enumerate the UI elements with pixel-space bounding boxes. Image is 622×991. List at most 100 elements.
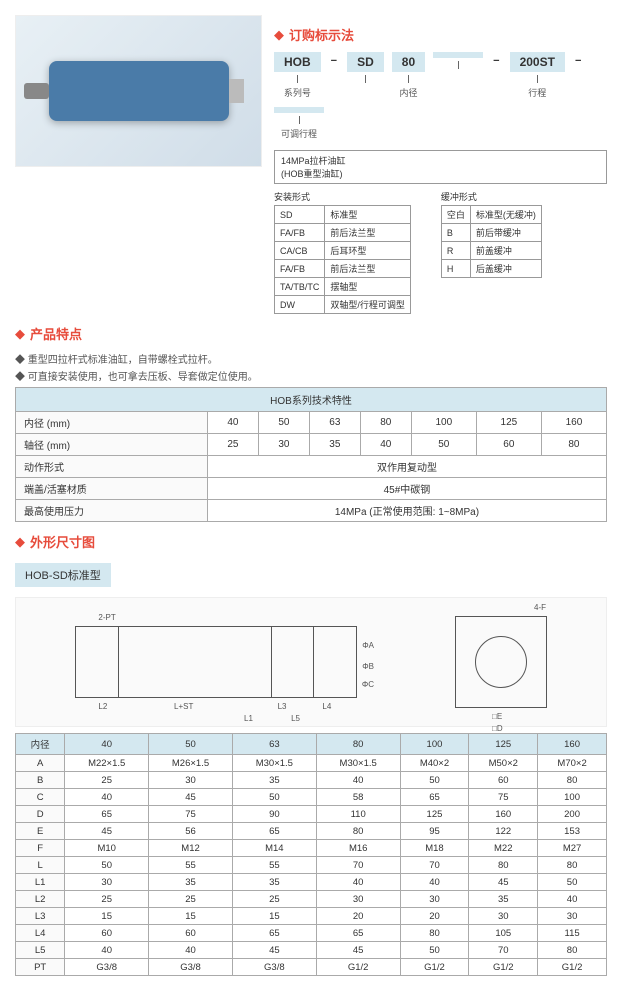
cell: 40 — [360, 434, 411, 456]
cell: H — [441, 260, 470, 278]
code-segment: 80 — [392, 52, 425, 72]
spec-table: HOB系列技术特性内径 (mm)40506380100125160轴径 (mm)… — [15, 387, 607, 522]
dim-cell: 80 — [469, 857, 538, 874]
spec-title: HOB系列技术特性 — [16, 388, 607, 412]
dim-header: 63 — [232, 734, 316, 755]
dim-cell: 95 — [400, 823, 469, 840]
dim-cell: 55 — [232, 857, 316, 874]
dim-cell: 56 — [149, 823, 233, 840]
dim-cell: 30 — [469, 908, 538, 925]
cell: 标准型(无缓冲) — [470, 206, 541, 224]
dim-cell: 40 — [316, 772, 400, 789]
dim-cell: C — [16, 789, 65, 806]
dim-cell: L1 — [16, 874, 65, 891]
dim-cell: 30 — [149, 772, 233, 789]
dim-cell: M30×1.5 — [232, 755, 316, 772]
dim-cell: G1/2 — [538, 959, 607, 976]
cell: 25 — [207, 434, 258, 456]
dim-cell: 40 — [316, 874, 400, 891]
dim-cell: 30 — [538, 908, 607, 925]
dim-header: 80 — [316, 734, 400, 755]
diamond-icon: ◆ — [15, 326, 25, 342]
cell: CA/CB — [275, 242, 325, 260]
cell: 前后法兰型 — [325, 260, 411, 278]
dim-cell: 40 — [65, 789, 149, 806]
dim-cell: M30×1.5 — [316, 755, 400, 772]
dim-cell: 60 — [149, 925, 233, 942]
cell: 30 — [258, 434, 309, 456]
cylinder-graphic — [49, 61, 229, 121]
dim-cell: L4 — [16, 925, 65, 942]
diamond-icon: ◆ — [274, 27, 284, 43]
dim-cell: 65 — [65, 806, 149, 823]
cell: 80 — [360, 412, 411, 434]
dim-cell: 20 — [400, 908, 469, 925]
dim-cell: 125 — [400, 806, 469, 823]
row-label: 轴径 (mm) — [16, 434, 208, 456]
dim-cell: 65 — [400, 789, 469, 806]
cell: B — [441, 224, 470, 242]
dim-cell: 45 — [232, 942, 316, 959]
row-label: 最高使用压力 — [16, 500, 208, 522]
cell: 14MPa (正常使用范围: 1~8MPa) — [207, 500, 606, 522]
dim-cell: M27 — [538, 840, 607, 857]
dim-cell: 35 — [232, 874, 316, 891]
cell: 前后带缓冲 — [470, 224, 541, 242]
dimension-diagram: L2 L+ST L3 L4 L1 2-PT ΦA ΦB ΦC L5 4-F □E… — [15, 597, 607, 727]
code-segment: HOB — [274, 52, 321, 72]
dim-header: 40 — [65, 734, 149, 755]
dim-cell: M18 — [400, 840, 469, 857]
row-label: 内径 (mm) — [16, 412, 208, 434]
cell: 45#中碳钢 — [207, 478, 606, 500]
dim-cell: L5 — [16, 942, 65, 959]
side-view: L2 L+ST L3 L4 L1 2-PT ΦA ΦB ΦC L5 — [75, 626, 357, 698]
cell: 前盖缓冲 — [470, 242, 541, 260]
cell: DW — [275, 296, 325, 314]
dim-cell: 55 — [149, 857, 233, 874]
dim-header: 160 — [538, 734, 607, 755]
dash: − — [329, 52, 339, 70]
dim-cell: 35 — [149, 874, 233, 891]
dim-cell: M16 — [316, 840, 400, 857]
diamond-icon: ◆ — [15, 534, 25, 550]
ordering-header: ◆ 订购标示法 — [274, 25, 607, 44]
code-segment: SD — [347, 52, 384, 72]
dim-cell: 45 — [149, 789, 233, 806]
dim-header: 125 — [469, 734, 538, 755]
dim-cell: 40 — [149, 942, 233, 959]
dimension-table: 内径40506380100125160AM22×1.5M26×1.5M30×1.… — [15, 733, 607, 976]
features-header: ◆ 产品特点 — [15, 324, 607, 343]
dim-cell: L — [16, 857, 65, 874]
cell: FA/FB — [275, 260, 325, 278]
code-label: 行程 — [528, 86, 546, 99]
dim-cell: G3/8 — [149, 959, 233, 976]
cell: 标准型 — [325, 206, 411, 224]
dim-cell: 45 — [65, 823, 149, 840]
dim-cell: 80 — [538, 942, 607, 959]
dim-cell: 80 — [400, 925, 469, 942]
feature-bullet: ◆ 可直接安装使用，也可拿去压板、导套做定位使用。 — [15, 368, 607, 383]
dim-header: 50 — [149, 734, 233, 755]
cell: 80 — [541, 434, 606, 456]
cell: 40 — [207, 412, 258, 434]
dim-cell: 30 — [400, 891, 469, 908]
dash: − — [573, 52, 583, 70]
dim-cell: 45 — [316, 942, 400, 959]
dim-cell: G1/2 — [400, 959, 469, 976]
dim-cell: G1/2 — [316, 959, 400, 976]
end-view: 4-F □E □D — [455, 616, 547, 708]
dim-cell: F — [16, 840, 65, 857]
subtype-label: HOB-SD标准型 — [15, 563, 111, 587]
cell: TA/TB/TC — [275, 278, 325, 296]
cell: 空白 — [441, 206, 470, 224]
dim-cell: 160 — [469, 806, 538, 823]
dim-cell: 20 — [316, 908, 400, 925]
buffer-label: 缓冲形式 — [441, 190, 542, 203]
cell: 160 — [541, 412, 606, 434]
dash: − — [491, 52, 501, 70]
features-title: 产品特点 — [30, 324, 82, 343]
code-segment — [274, 107, 324, 113]
ordering-title: 订购标示法 — [289, 25, 354, 44]
features-list: ◆ 重型四拉杆式标准油缸，自带螺栓式拉杆。◆ 可直接安装使用，也可拿去压板、导套… — [15, 351, 607, 383]
dim-cell: 35 — [232, 772, 316, 789]
